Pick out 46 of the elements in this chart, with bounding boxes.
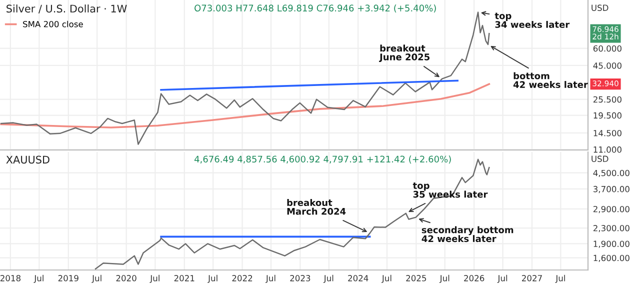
annotation: bottom 42 weeks later xyxy=(513,72,588,88)
y-tick-label: 1,900.00 xyxy=(594,240,630,248)
y-tick-label: 1,600.00 xyxy=(594,254,630,262)
annotation: top 34 weeks later xyxy=(494,12,570,28)
y-tick-label: 3,700.00 xyxy=(593,186,630,194)
x-tick-label: 2020 xyxy=(116,275,136,282)
y-tick-label: 2,300.00 xyxy=(593,225,630,232)
chart-title: XAUUSD xyxy=(6,156,50,164)
x-tick-label: 2019 xyxy=(58,275,78,282)
x-tick-label: Jul xyxy=(497,274,508,283)
x-tick-label: Jul xyxy=(439,274,450,283)
x-tick-label: Jul xyxy=(555,274,565,283)
x-tick-label: 2022 xyxy=(232,275,252,282)
annotation: breakout March 2024 xyxy=(287,199,346,215)
x-tick-label: 2026 xyxy=(464,275,484,282)
chart-title: Silver / U.S. Dollar · 1W xyxy=(6,4,127,14)
x-tick-label: Jul xyxy=(323,274,334,283)
chart-subtitle: 4,676.49 4,857.56 4,600.92 4,797.91 +121.42 (+2.60%) xyxy=(194,156,451,164)
y-tick-label: 25.500 xyxy=(593,96,622,103)
x-tick-label: Jul xyxy=(208,274,218,283)
x-tick-label: 2023 xyxy=(290,275,310,282)
x-tick-label: Jul xyxy=(92,274,102,283)
x-tick-label: 2018 xyxy=(0,275,21,282)
y-tick-label: 4,500.00 xyxy=(593,170,630,177)
x-tick-label: Jul xyxy=(34,274,44,283)
text: USD xyxy=(592,156,608,162)
y-tick-label: 45.000 xyxy=(593,62,622,69)
y-tick-label: 2,900.00 xyxy=(593,206,630,214)
y-tick-label: 19.500 xyxy=(594,112,622,119)
text: USD xyxy=(592,4,608,11)
x-tick-label: 2025 xyxy=(406,275,426,282)
x-tick-label: Jul xyxy=(382,274,392,283)
annotation: breakout June 2025 xyxy=(379,44,430,62)
y-tick-label: 60.000 xyxy=(593,45,622,52)
x-tick-label: 2021 xyxy=(174,275,194,282)
y-tick-label: 14.500 xyxy=(594,130,622,136)
x-tick-label: Jul xyxy=(266,274,276,283)
y-tick-label: 11.000 xyxy=(594,146,622,153)
x-tick-label: 2027 xyxy=(522,275,542,282)
chart-subtitle: O73.003 H77.648 L69.819 C76.946 +3.942 (+5.40%) xyxy=(194,4,436,13)
x-tick-label: Jul xyxy=(150,274,160,283)
line-series xyxy=(0,12,490,145)
x-tick-label: 2024 xyxy=(348,275,368,282)
legend-label: SMA 200 close xyxy=(23,20,83,28)
line-series xyxy=(0,83,490,128)
annotation: secondary bottom 42 weeks later xyxy=(422,226,514,242)
